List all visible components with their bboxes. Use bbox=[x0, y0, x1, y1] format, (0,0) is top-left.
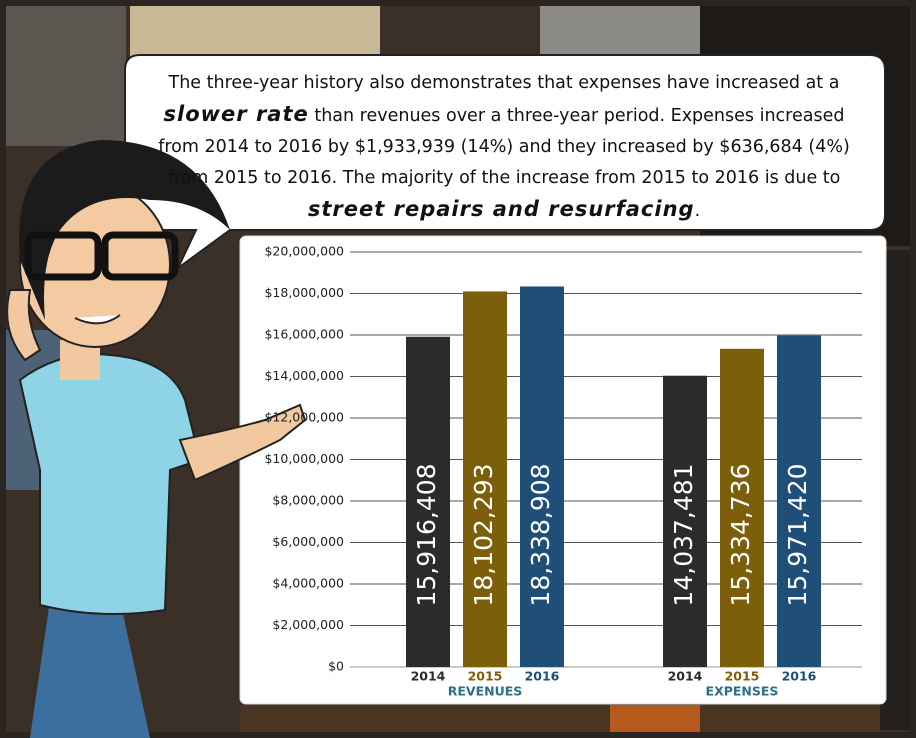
y-tick-label: $16,000,000 bbox=[264, 327, 344, 342]
y-tick-label: $12,000,000 bbox=[264, 410, 344, 425]
page: The three-year history also demonstrates… bbox=[0, 0, 916, 738]
series-label: 2014 bbox=[668, 669, 703, 684]
y-tick-label: $4,000,000 bbox=[272, 576, 344, 591]
y-tick-label: $18,000,000 bbox=[264, 285, 344, 300]
series-label: 2014 bbox=[411, 669, 446, 684]
y-tick-label: $20,000,000 bbox=[264, 244, 344, 259]
bar-value-label: 15,916,408 bbox=[412, 463, 441, 606]
bar-value-label: 15,334,736 bbox=[726, 463, 755, 606]
y-tick-label: $14,000,000 bbox=[264, 368, 344, 383]
chart: $0 $2,000,000 $4,000,000 $6,000,000 $8,000,0… bbox=[0, 0, 916, 738]
x-category-label: EXPENSES bbox=[706, 684, 779, 699]
y-tick-label: $0 bbox=[328, 659, 344, 674]
y-tick-label: $2,000,000 bbox=[272, 617, 344, 632]
series-label: 2015 bbox=[725, 669, 760, 684]
y-tick-label: $10,000,000 bbox=[264, 451, 344, 466]
bar-value-label: 18,102,293 bbox=[469, 463, 498, 606]
series-label: 2016 bbox=[782, 669, 817, 684]
y-tick-label: $6,000,000 bbox=[272, 534, 344, 549]
series-label: 2016 bbox=[525, 669, 560, 684]
bar-value-label: 18,338,908 bbox=[526, 463, 555, 606]
x-category-label: REVENUES bbox=[448, 684, 523, 699]
bar-value-label: 15,971,420 bbox=[783, 463, 812, 606]
series-label: 2015 bbox=[468, 669, 503, 684]
bar-value-label: 14,037,481 bbox=[669, 463, 698, 606]
y-tick-label: $8,000,000 bbox=[272, 493, 344, 508]
